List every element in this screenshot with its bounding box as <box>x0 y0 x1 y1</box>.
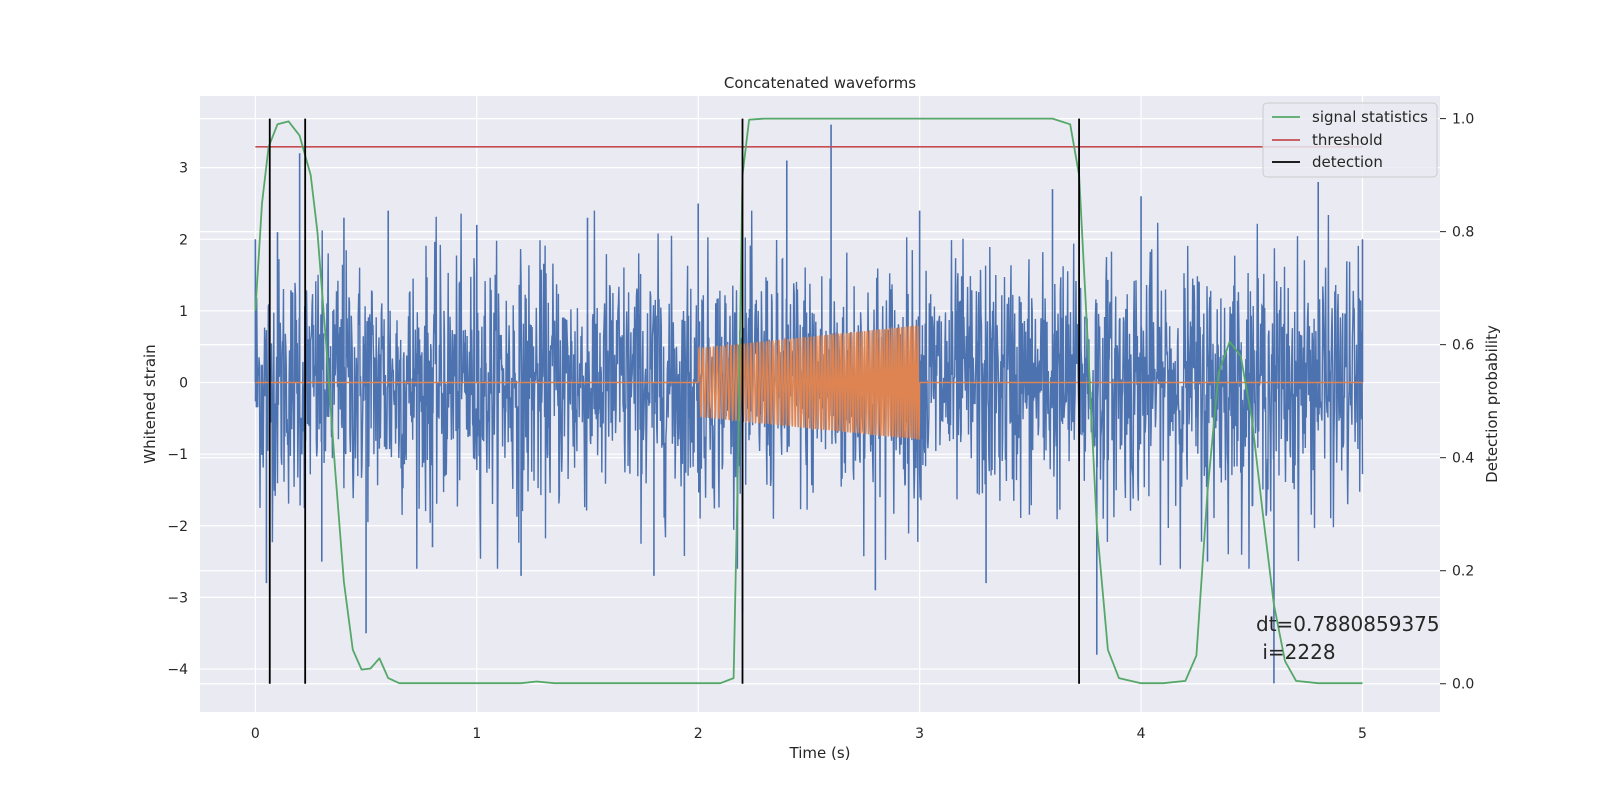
legend-label-detection: detection <box>1312 153 1383 171</box>
y-tick-label: −4 <box>167 662 188 678</box>
y-tick-label: 1 <box>179 304 188 320</box>
x-tick-label: 0 <box>251 726 260 742</box>
template-chirp <box>697 324 921 440</box>
x-tick-label: 1 <box>472 726 481 742</box>
y-right-tick-label: 0.6 <box>1452 338 1474 354</box>
chart-title: Concatenated waveforms <box>724 74 916 92</box>
y-tick-label: −1 <box>167 447 188 463</box>
y-right-tick-label: 0.8 <box>1452 225 1474 241</box>
x-axis-label: Time (s) <box>789 744 851 762</box>
y-right-tick-label: 0.2 <box>1452 564 1474 580</box>
y-axis-label-left: Whitened strain <box>141 344 159 463</box>
x-tick-label: 2 <box>694 726 703 742</box>
legend: signal statistics threshold detection <box>1262 102 1438 178</box>
y-tick-label: 3 <box>179 161 188 177</box>
y-axis-label-right: Detection probability <box>1483 325 1501 483</box>
annotation-index: i=2228 <box>1256 640 1336 664</box>
y-tick-label: −2 <box>167 519 188 535</box>
y-right-tick-label: 1.0 <box>1452 112 1474 128</box>
y-right-tick-label: 0.0 <box>1452 677 1474 693</box>
x-tick-label: 3 <box>915 726 924 742</box>
legend-label-threshold: threshold <box>1312 131 1383 149</box>
axes-text: 0 1 2 3 4 5 −4 −3 −2 −1 0 1 2 3 0.0 0.2 0.4 0.6 0.8 1.0 <box>167 112 1474 742</box>
grid-lines <box>200 96 1440 712</box>
annotation-dt: dt=0.7880859375 <box>1256 612 1440 636</box>
y-tick-label: −3 <box>167 590 188 606</box>
y-tick-label: 2 <box>179 232 188 248</box>
y-tick-label: 0 <box>179 376 188 392</box>
plot-layers <box>254 117 1364 685</box>
legend-label-signal-statistics: signal statistics <box>1312 108 1428 126</box>
x-tick-label: 4 <box>1137 726 1146 742</box>
y-right-tick-label: 0.4 <box>1452 451 1474 467</box>
x-tick-label: 5 <box>1358 726 1367 742</box>
legend-box <box>1262 102 1438 178</box>
